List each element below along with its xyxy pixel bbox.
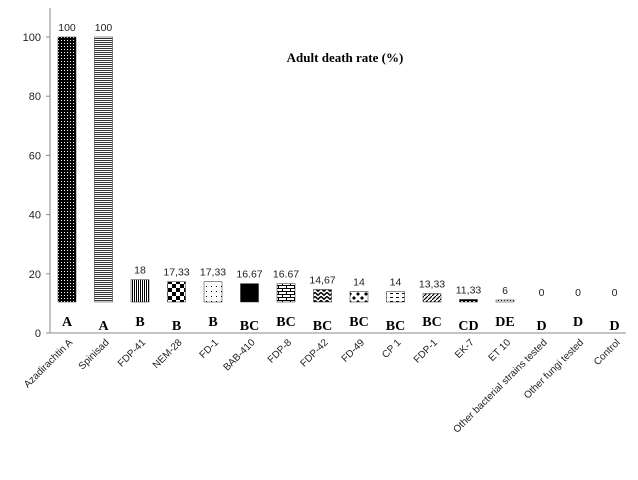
category-label: BAB-410 (222, 337, 258, 373)
value-label: 100 (58, 22, 76, 34)
bar (386, 291, 405, 303)
y-tick-label: 100 (23, 32, 41, 44)
bar (130, 279, 150, 303)
category-label: FDP-41 (116, 337, 148, 369)
bar (203, 281, 223, 303)
category-label: FD-1 (198, 337, 222, 361)
value-label: 14 (390, 277, 402, 289)
category-label: CP 1 (380, 337, 404, 361)
value-label: 16.67 (236, 269, 262, 281)
value-label: 100 (95, 22, 113, 34)
bar (94, 36, 113, 303)
chart-title: Adult death rate (%) (287, 50, 404, 65)
y-tick-label: 0 (35, 328, 41, 340)
y-tick-label: 60 (29, 150, 41, 162)
group-letter: BC (313, 319, 332, 334)
bar (422, 293, 442, 303)
bar (240, 283, 259, 303)
value-label: 17,33 (163, 267, 189, 279)
group-letter: BC (276, 315, 295, 330)
group-letter: BC (349, 315, 368, 330)
category-label: Spinisad (77, 337, 112, 372)
category-label: FDP-1 (412, 337, 441, 366)
bar (57, 36, 77, 303)
value-label: 16.67 (273, 269, 299, 281)
group-letter: A (98, 319, 109, 334)
value-label: 0 (612, 287, 618, 299)
bar (167, 281, 186, 303)
y-tick-label: 80 (29, 91, 41, 103)
group-letter: BC (386, 319, 405, 334)
value-label: 17,33 (200, 267, 226, 279)
group-letter: B (208, 315, 217, 330)
value-label: 0 (539, 287, 545, 299)
group-letter: D (609, 319, 619, 334)
value-label: 11,33 (456, 284, 482, 296)
category-labels: Azadirachtin A Spinisad FDP-41 NEM-28 FD-1 BA… (22, 337, 622, 435)
y-axis-ticks: 0 20 40 60 80 100 (23, 32, 50, 340)
group-letter: BC (422, 315, 441, 330)
group-letter: D (573, 315, 583, 330)
group-letter: CD (458, 319, 478, 334)
category-label: ET 10 (487, 337, 514, 364)
bars (57, 36, 515, 303)
group-letter: A (62, 315, 73, 330)
group-letter: B (135, 315, 144, 330)
category-label: Control (592, 337, 623, 368)
group-letter: DE (495, 315, 514, 330)
bar (349, 291, 369, 303)
group-letter: D (536, 319, 546, 334)
y-tick-label: 20 (29, 269, 41, 281)
bar (495, 299, 515, 303)
value-label: 14,67 (309, 275, 335, 287)
value-label: 6 (502, 285, 508, 297)
category-label: FDP-42 (298, 337, 330, 369)
category-label: NEM-28 (151, 337, 185, 371)
category-label: Azadirachtin A (22, 337, 75, 390)
bar (459, 299, 478, 303)
group-letter: BC (240, 319, 259, 334)
category-label: FD-49 (340, 337, 368, 365)
value-labels: 100 100 18 17,33 17,33 16.67 16.67 14,67 14 14 13,… (58, 22, 617, 299)
value-label: 13,33 (419, 279, 445, 291)
y-tick-label: 40 (29, 210, 41, 222)
value-label: 0 (575, 287, 581, 299)
value-label: 18 (134, 265, 146, 277)
category-label: FDP-8 (266, 337, 295, 366)
group-letter: B (172, 319, 181, 334)
value-label: 14 (353, 277, 365, 289)
group-letters: A A B B B BC BC BC BC BC BC CD DE D D D (62, 315, 620, 334)
bar (276, 283, 296, 303)
category-label: EK-7 (453, 337, 477, 361)
bar (313, 289, 332, 303)
